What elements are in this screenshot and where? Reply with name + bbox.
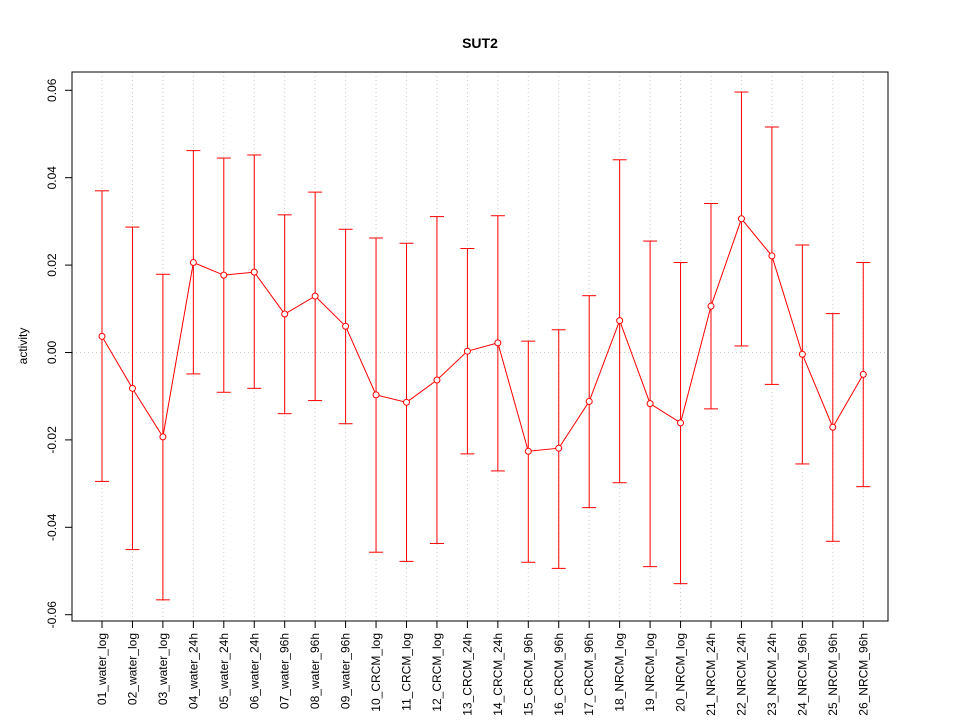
series-line bbox=[101, 217, 864, 452]
x-tick-label: 08_water_96h bbox=[308, 633, 322, 709]
x-tick-label: 18_NRCM_log bbox=[613, 633, 627, 712]
data-point bbox=[859, 370, 867, 378]
data-point bbox=[189, 258, 197, 266]
x-tick-label: 21_NRCM_24h bbox=[704, 633, 718, 716]
data-point bbox=[646, 400, 654, 408]
data-point bbox=[829, 423, 837, 431]
data-point bbox=[524, 447, 532, 455]
data-point bbox=[342, 322, 350, 330]
y-tick-label: 0.02 bbox=[45, 253, 59, 277]
data-point bbox=[463, 347, 471, 355]
data-point bbox=[737, 215, 745, 223]
data-point bbox=[585, 397, 593, 405]
y-tick-label: 0.06 bbox=[45, 78, 59, 102]
data-point bbox=[768, 252, 776, 260]
y-tick-label: -0.04 bbox=[45, 513, 59, 541]
x-axis: 01_water_log 02_water_log 03_water_log 04_w… bbox=[95, 621, 870, 716]
data-point bbox=[616, 317, 624, 325]
x-tick-label: 15_CRCM_96h bbox=[521, 633, 535, 716]
x-tick-label: 06_water_24h bbox=[247, 633, 261, 709]
x-tick-label: 03_water_log bbox=[156, 633, 170, 705]
data-point bbox=[250, 268, 258, 276]
y-tick-label: -0.02 bbox=[45, 426, 59, 454]
grid bbox=[72, 72, 888, 621]
x-tick-label: 01_water_log bbox=[95, 633, 109, 705]
x-tick-label: 20_NRCM_log bbox=[674, 633, 688, 712]
data-point bbox=[128, 384, 136, 392]
x-tick-label: 12_CRCM_log bbox=[430, 633, 444, 712]
data-point bbox=[372, 391, 380, 399]
x-tick-label: 25_NRCM_96h bbox=[826, 633, 840, 716]
y-tick-label: -0.06 bbox=[45, 601, 59, 629]
x-tick-label: 23_NRCM_24h bbox=[765, 633, 779, 716]
y-tick-label: 0.04 bbox=[45, 166, 59, 190]
x-tick-label: 14_CRCM_24h bbox=[491, 633, 505, 716]
chart-title: SUT2 bbox=[462, 35, 498, 51]
data-point bbox=[98, 332, 106, 340]
x-tick-label: 26_NRCM_96h bbox=[856, 633, 870, 716]
x-tick-label: 13_CRCM_24h bbox=[460, 633, 474, 716]
y-axis: -0.06 -0.04 -0.02 0.00 0.02 0.04 0.06 bbox=[45, 78, 72, 628]
data-point bbox=[677, 419, 685, 427]
y-tick-label: 0.00 bbox=[45, 340, 59, 364]
data-point bbox=[798, 350, 806, 358]
x-tick-label: 16_CRCM_96h bbox=[552, 633, 566, 716]
data-point bbox=[494, 339, 502, 347]
x-tick-label: 02_water_log bbox=[125, 633, 139, 705]
data-point bbox=[220, 271, 228, 279]
data-point bbox=[707, 302, 715, 310]
x-tick-label: 22_NRCM_24h bbox=[734, 633, 748, 716]
x-tick-label: 04_water_24h bbox=[186, 633, 200, 709]
x-tick-label: 11_CRCM_log bbox=[400, 633, 414, 711]
x-tick-label: 17_CRCM_96h bbox=[582, 633, 596, 716]
x-tick-label: 10_CRCM_log bbox=[369, 633, 383, 712]
x-tick-label: 24_NRCM_96h bbox=[795, 633, 809, 716]
x-tick-label: 07_water_96h bbox=[278, 633, 292, 709]
data-point bbox=[555, 444, 563, 452]
x-tick-label: 09_water_96h bbox=[339, 633, 353, 709]
x-tick-label: 19_NRCM_log bbox=[643, 633, 657, 712]
plot-frame bbox=[71, 71, 889, 622]
data-point bbox=[311, 292, 319, 300]
y-axis-label: activity bbox=[16, 328, 30, 365]
data-point bbox=[159, 433, 167, 441]
data-point bbox=[403, 398, 410, 406]
x-tick-label: 05_water_24h bbox=[217, 633, 231, 709]
plot-area bbox=[95, 91, 871, 601]
data-point bbox=[281, 310, 289, 318]
data-point bbox=[433, 376, 441, 384]
